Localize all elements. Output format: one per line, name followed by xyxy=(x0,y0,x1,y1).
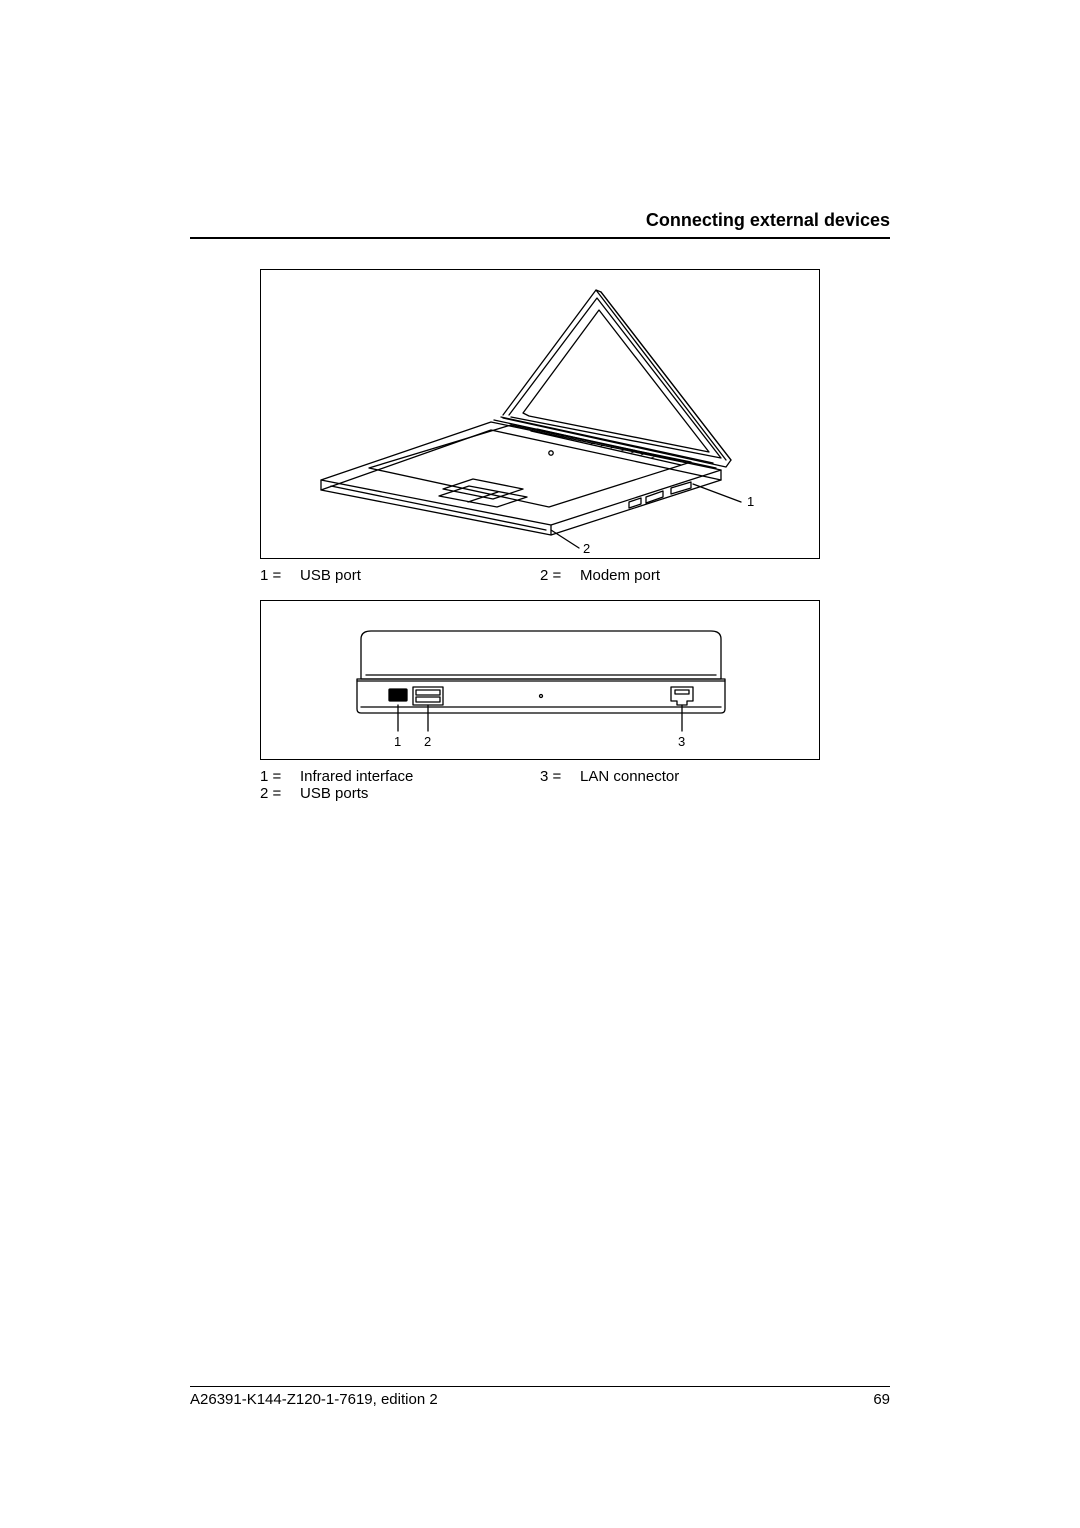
laptop-closed-front-diagram: 1 2 3 xyxy=(261,601,821,761)
legend-label: LAN connector xyxy=(580,768,679,785)
header-title: Connecting external devices xyxy=(190,210,890,237)
legend-item: 3 = LAN connector xyxy=(540,768,820,785)
figure-1-box: 1 2 xyxy=(260,269,820,559)
legend-num: 2 = xyxy=(260,785,300,802)
footer-rule xyxy=(190,1386,890,1387)
legend-num: 2 = xyxy=(540,567,580,584)
legend-label: Modem port xyxy=(580,567,660,584)
figure-2-box: 1 2 3 xyxy=(260,600,820,760)
legend-row: 1 = Infrared interface 3 = LAN connector xyxy=(260,768,820,785)
legend-label: USB port xyxy=(300,567,361,584)
legend-item: 2 = Modem port xyxy=(540,567,820,584)
legend-num: 1 = xyxy=(260,567,300,584)
figure1-legend: 1 = USB port 2 = Modem port xyxy=(260,567,820,584)
legend-label: Infrared interface xyxy=(300,768,413,785)
figure2-callout-1: 1 xyxy=(394,734,401,749)
legend-row: 2 = USB ports xyxy=(260,785,820,802)
footer-docid: A26391-K144-Z120-1-7619, edition 2 xyxy=(190,1391,438,1408)
page: Connecting external devices xyxy=(0,0,1080,1528)
legend-item: 1 = Infrared interface xyxy=(260,768,540,785)
page-footer: A26391-K144-Z120-1-7619, edition 2 69 xyxy=(190,1386,890,1408)
legend-item: 1 = USB port xyxy=(260,567,540,584)
legend-num: 3 = xyxy=(540,768,580,785)
legend-label: USB ports xyxy=(300,785,368,802)
legend-row: 1 = USB port 2 = Modem port xyxy=(260,567,820,584)
legend-item: 2 = USB ports xyxy=(260,785,540,802)
figure1-callout-2: 2 xyxy=(583,541,590,556)
figure2-callout-2: 2 xyxy=(424,734,431,749)
figure1-callout-1: 1 xyxy=(747,494,754,509)
legend-num: 1 = xyxy=(260,768,300,785)
footer-page-number: 69 xyxy=(873,1391,890,1408)
figure2-callout-3: 3 xyxy=(678,734,685,749)
figure2-legend: 1 = Infrared interface 3 = LAN connector… xyxy=(260,768,820,802)
page-header: Connecting external devices xyxy=(190,210,890,239)
laptop-open-diagram: 1 2 xyxy=(261,270,821,560)
footer-row: A26391-K144-Z120-1-7619, edition 2 69 xyxy=(190,1391,890,1408)
header-rule xyxy=(190,237,890,239)
